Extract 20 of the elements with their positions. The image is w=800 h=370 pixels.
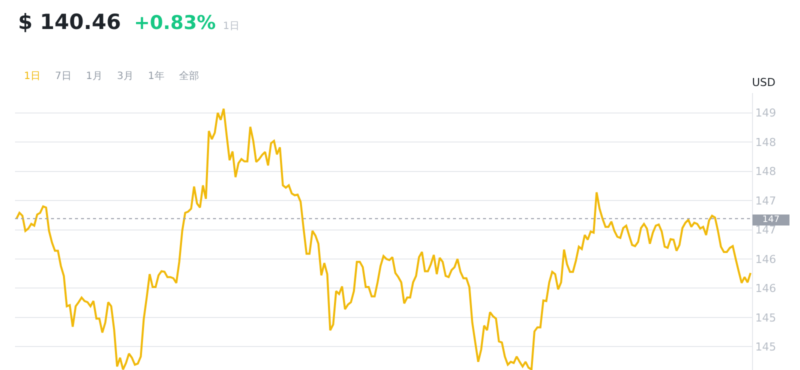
text: 1日 <box>223 21 240 32</box>
y-tick-label: 146 <box>755 252 776 266</box>
text: 全部 <box>179 70 199 82</box>
text: 1日 <box>24 71 40 82</box>
line-series <box>15 108 752 370</box>
y-tick-label: 147 <box>755 194 776 208</box>
y-axis-title: USD <box>752 76 776 89</box>
y-tick-label: 148 <box>755 136 776 149</box>
text: 1年 <box>148 70 164 82</box>
y-tick-label: 145 <box>755 340 776 354</box>
chart-title: $ 140.46 <box>18 10 121 34</box>
y-tick-label: 145 <box>755 311 776 324</box>
y-tick-label: 148 <box>755 165 776 178</box>
chart-subtitle: +0.83% <box>134 12 216 34</box>
text: 1月 <box>86 71 102 82</box>
text: 7日 <box>55 71 72 82</box>
y-tick-label: 146 <box>755 282 776 296</box>
y-tick-label: 147 <box>755 224 776 237</box>
text: 3月 <box>117 71 134 82</box>
y-tick-label: 149 <box>755 106 776 120</box>
